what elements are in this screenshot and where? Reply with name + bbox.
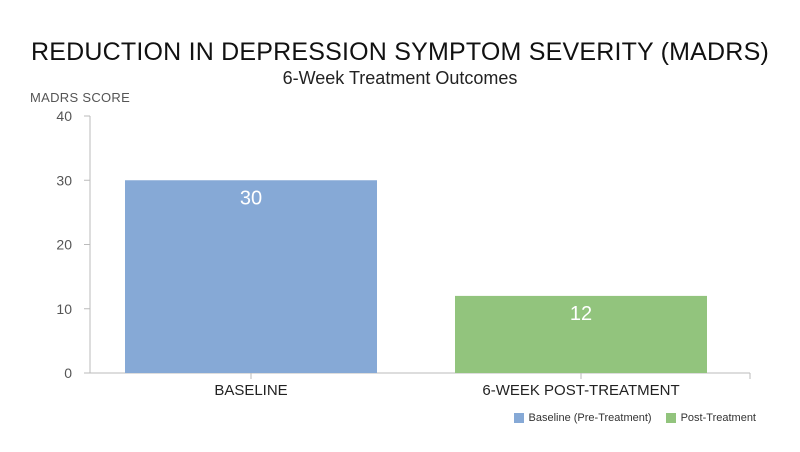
legend-label-baseline: Baseline (Pre-Treatment) <box>528 412 652 424</box>
legend-swatch-baseline <box>513 413 524 423</box>
bar-baseline <box>125 180 377 373</box>
bar-post-treatment <box>455 295 707 373</box>
data-label: 12 <box>570 303 592 325</box>
chart-subtitle: 6-Week Treatment Outcomes <box>282 68 518 88</box>
y-tick-label: 40 <box>56 108 72 124</box>
legend-item-baseline: Baseline (Pre-Treatment) <box>513 412 652 424</box>
legend: Baseline (Pre-Treatment) Post-Treatment <box>513 412 756 424</box>
x-tick-label: BASELINE <box>214 382 287 399</box>
legend-item-post-treatment: Post-Treatment <box>665 412 756 424</box>
y-tick-label: 30 <box>56 172 72 188</box>
y-tick-label: 0 <box>64 365 72 381</box>
y-axis-label: MADRS SCORE <box>30 90 130 105</box>
legend-swatch-post-treatment <box>665 413 676 423</box>
y-tick-label: 20 <box>56 237 72 253</box>
x-tick-label: 6-WEEK POST-TREATMENT <box>482 382 679 399</box>
legend-label-post-treatment: Post-Treatment <box>680 412 756 424</box>
chart-title: REDUCTION IN DEPRESSION SYMPTOM SEVERITY… <box>31 38 769 66</box>
y-tick-label: 10 <box>56 301 72 317</box>
data-label: 30 <box>240 187 262 209</box>
